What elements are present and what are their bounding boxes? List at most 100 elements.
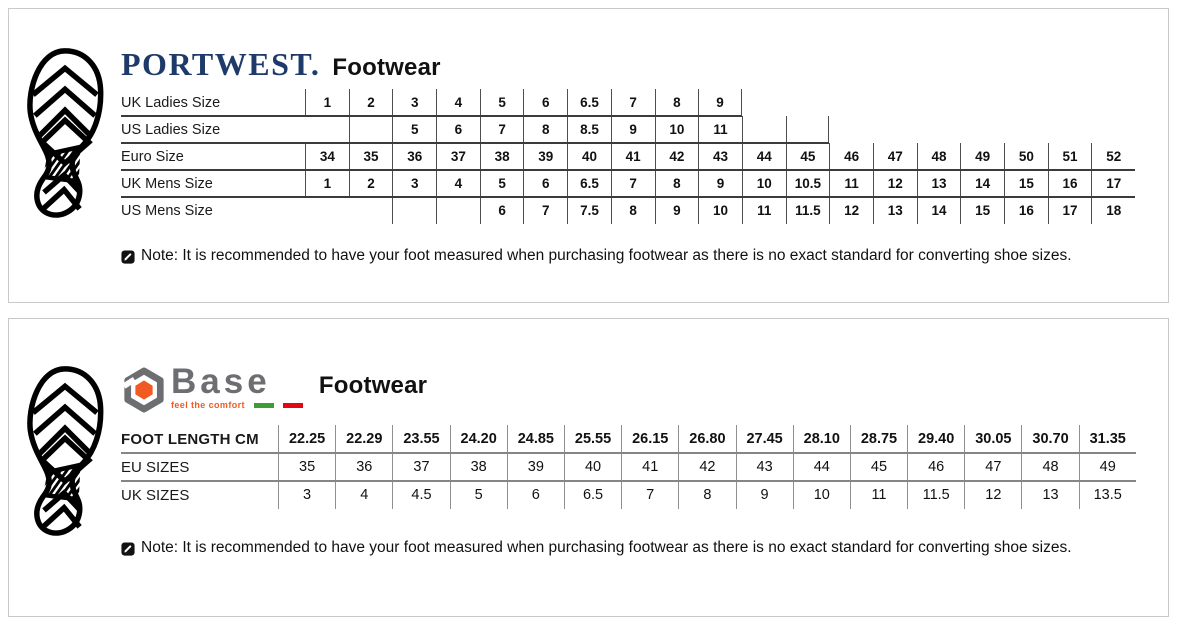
size-cell: 37 xyxy=(436,143,480,170)
size-cell: 17 xyxy=(1047,197,1092,224)
size-cell: 23.55 xyxy=(392,425,449,453)
size-cell: 30.70 xyxy=(1021,425,1078,453)
footwear-title: Footwear xyxy=(332,54,441,81)
size-cell: 31.35 xyxy=(1078,425,1136,453)
size-cell: 9 xyxy=(610,116,655,143)
size-cell xyxy=(741,116,786,143)
row-label: UK Mens Size xyxy=(121,175,213,192)
size-cell: 39 xyxy=(506,453,564,481)
size-cell: 25.55 xyxy=(563,425,621,453)
size-cell: 29.40 xyxy=(907,425,964,453)
size-cell: 3 xyxy=(392,89,436,116)
note-pencil-icon xyxy=(121,542,135,556)
size-cell: 52 xyxy=(1091,143,1135,170)
size-cell: 13 xyxy=(916,170,961,197)
size-cell: 16 xyxy=(1047,170,1092,197)
size-cell: 10.5 xyxy=(785,170,830,197)
size-cell: 26.15 xyxy=(621,425,678,453)
row-label: UK Ladies Size xyxy=(121,94,221,111)
size-cell: 40 xyxy=(563,453,621,481)
size-cell: 8 xyxy=(678,481,735,509)
size-cell: 11 xyxy=(829,170,873,197)
note: Note: It is recommended to have your foo… xyxy=(121,247,1072,265)
size-cell: 5 xyxy=(479,89,524,116)
size-cell: 40 xyxy=(567,143,611,170)
size-cell xyxy=(785,116,830,143)
size-cell: 11.5 xyxy=(785,197,830,224)
size-cell: 44 xyxy=(741,143,786,170)
boot-print-icon xyxy=(23,43,107,225)
row-divider xyxy=(121,115,742,117)
size-cell: 38 xyxy=(479,143,524,170)
size-cell: 16 xyxy=(1004,197,1048,224)
size-cell: 1 xyxy=(305,170,349,197)
red-flag-bar xyxy=(282,402,303,408)
portwest-logo: PORTWEST. xyxy=(121,46,321,82)
size-cell: 8 xyxy=(654,89,699,116)
size-cell: 14 xyxy=(916,197,961,224)
size-cell: 6 xyxy=(436,116,480,143)
size-cell: 7.5 xyxy=(567,197,611,224)
base-tagline-row: feel the comfort xyxy=(171,400,303,410)
size-cell: 47 xyxy=(872,143,917,170)
size-cell: 6.5 xyxy=(563,481,621,509)
row-label: US Ladies Size xyxy=(121,121,221,138)
size-cell: 2 xyxy=(348,89,393,116)
size-cell: 13 xyxy=(1021,481,1078,509)
portwest-size-table: UK Ladies Size 1 2 3 4 5 6 6.5 7 8 9 US Ladies Size… xyxy=(121,89,1136,224)
base-tagline: feel the comfort xyxy=(171,400,245,410)
row-label: US Mens Size xyxy=(121,202,213,219)
size-cell: 14 xyxy=(960,170,1004,197)
size-cell: 17 xyxy=(1091,170,1135,197)
size-cell: 39 xyxy=(523,143,567,170)
size-cell: 6.5 xyxy=(567,89,611,116)
size-cell: 12 xyxy=(872,170,917,197)
row-label: UK SIZES xyxy=(121,486,190,504)
size-cell: 36 xyxy=(335,453,392,481)
size-cell: 7 xyxy=(621,481,678,509)
size-cell: 10 xyxy=(698,197,742,224)
size-cell: 8 xyxy=(523,116,567,143)
note-pencil-icon xyxy=(121,250,135,264)
size-cell: 41 xyxy=(610,143,655,170)
size-cell: 15 xyxy=(960,197,1004,224)
size-cell: 11 xyxy=(741,197,786,224)
size-cell xyxy=(392,197,436,224)
size-row: UK Mens Size 1 2 3 4 5 6 6.5 7 8 9 10 10.5 11 12 13 14 15… xyxy=(121,170,1136,198)
size-cell: 1 xyxy=(305,89,349,116)
size-cell: 12 xyxy=(829,197,873,224)
row-label: FOOT LENGTH CM xyxy=(121,430,259,448)
size-cell: 24.85 xyxy=(506,425,564,453)
row-divider xyxy=(121,196,1136,198)
size-cell: 11 xyxy=(698,116,742,143)
size-cell xyxy=(436,197,480,224)
size-cell xyxy=(348,116,393,143)
size-cell: 5 xyxy=(449,481,507,509)
base-brand-row: Base feel the comfort Footwear xyxy=(121,364,427,413)
size-cell: 13.5 xyxy=(1078,481,1136,509)
size-cell: 47 xyxy=(964,453,1021,481)
green-flag-bar xyxy=(253,402,274,408)
size-cell: 11.5 xyxy=(907,481,964,509)
size-cell: 51 xyxy=(1047,143,1092,170)
size-cell: 50 xyxy=(1004,143,1048,170)
size-cell: 22.29 xyxy=(335,425,392,453)
row-divider xyxy=(121,480,1136,482)
size-cell: 28.10 xyxy=(792,425,850,453)
boot-print-icon xyxy=(23,361,107,543)
size-row: UK Ladies Size 1 2 3 4 5 6 6.5 7 8 9 xyxy=(121,89,1135,117)
size-cell: 13 xyxy=(872,197,917,224)
size-cell: 4 xyxy=(436,89,480,116)
size-cell: 6 xyxy=(523,89,567,116)
size-row: FOOT LENGTH CM 22.25 22.29 23.55 24.20 24.85 2… xyxy=(121,425,1136,454)
size-cell: 15 xyxy=(1004,170,1048,197)
size-cell: 46 xyxy=(907,453,964,481)
size-cell: 5 xyxy=(392,116,436,143)
size-cell: 41 xyxy=(621,453,678,481)
row-divider xyxy=(121,142,830,144)
size-cell: 34 xyxy=(305,143,349,170)
size-cell: 8.5 xyxy=(567,116,611,143)
base-size-table: FOOT LENGTH CM 22.25 22.29 23.55 24.20 24.85 2… xyxy=(121,425,1136,509)
size-cell: 6 xyxy=(479,197,524,224)
size-cell: 26.80 xyxy=(678,425,735,453)
